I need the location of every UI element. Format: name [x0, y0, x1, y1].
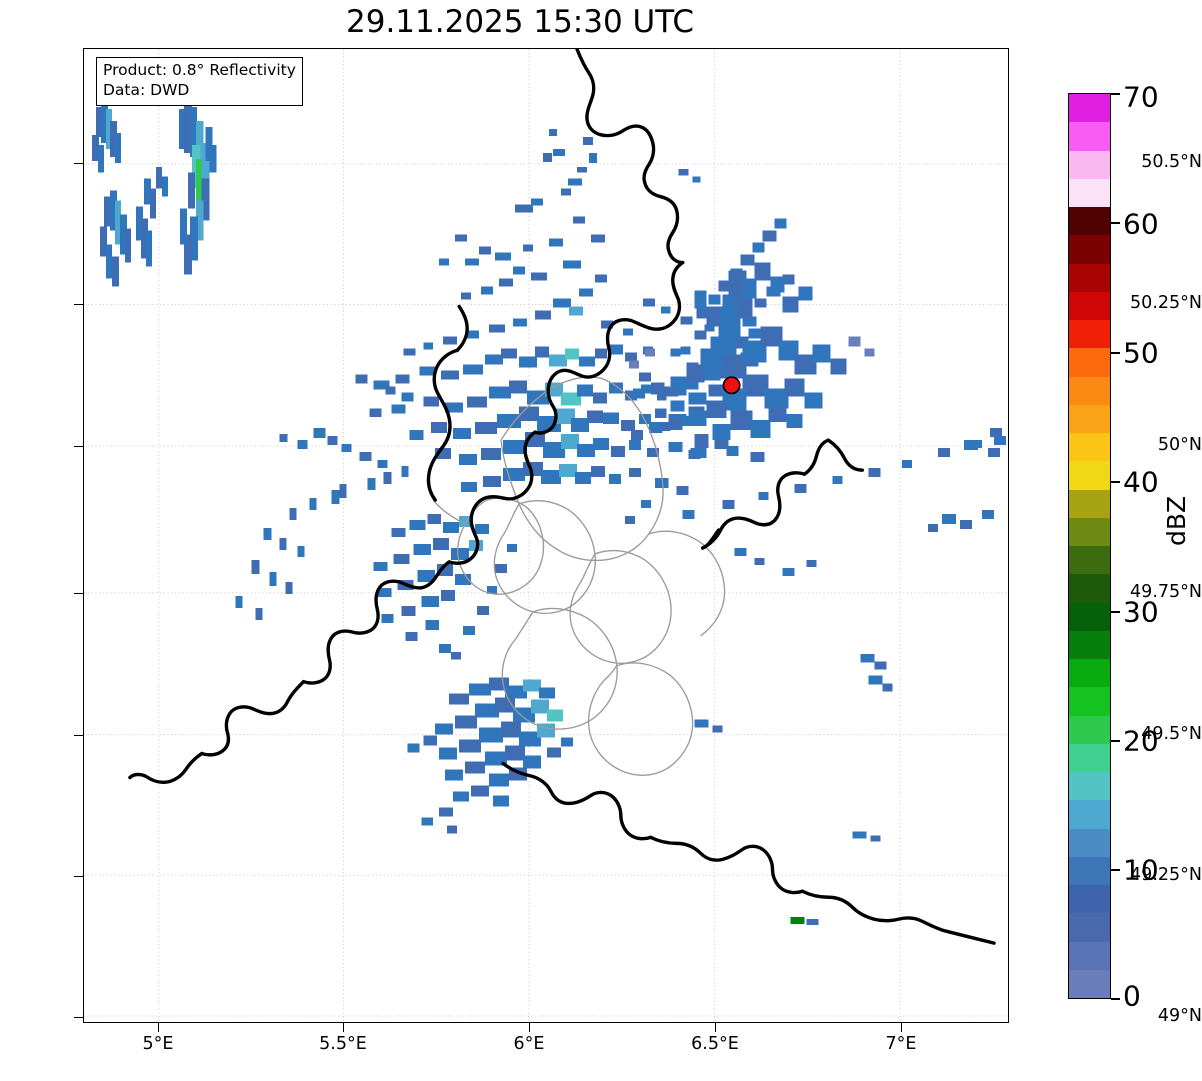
national-borders [128, 49, 996, 945]
colorbar-band-18 [1069, 602, 1110, 631]
colorbar-band-16 [1069, 546, 1110, 575]
colorbar-band-13 [1069, 461, 1110, 490]
y-tick-label-49-75: 49.75°N [1130, 582, 1202, 602]
colorbar-tick-mark [1111, 869, 1120, 871]
colorbar-band-14 [1069, 489, 1110, 518]
colorbar-band-6 [1069, 263, 1110, 292]
radar-site-marker[interactable] [722, 376, 741, 395]
y-tick-mark [74, 876, 83, 878]
y-tick-mark [74, 1017, 83, 1019]
colorbar-band-15 [1069, 517, 1110, 546]
y-tick-mark [74, 593, 83, 595]
data-source-line: Data: DWD [103, 80, 190, 99]
colorbar-band-2 [1069, 150, 1110, 179]
colorbar-band-20 [1069, 659, 1110, 688]
colorbar-band-26 [1069, 828, 1110, 857]
y-tick-mark [74, 304, 83, 306]
x-tick-mark [158, 1023, 160, 1032]
colorbar-tick-mark [1111, 481, 1120, 483]
colorbar-band-1 [1069, 122, 1110, 151]
x-tick-label-6-5e: 6.5°E [691, 1034, 739, 1054]
echo-radial-radar [628, 262, 875, 463]
page-title: 29.11.2025 15:30 UTC [346, 4, 694, 40]
colorbar-band-24 [1069, 772, 1110, 801]
map-canvas [84, 49, 1008, 1022]
colorbar-tick-label-0: 0 [1123, 979, 1141, 1013]
colorbar-band-0 [1069, 94, 1110, 123]
y-tick-label-50-25: 50.25°N [1130, 293, 1202, 313]
product-info-box: Product: 0.8° Reflectivity Data: DWD [96, 57, 303, 106]
colorbar-band-12 [1069, 433, 1110, 462]
x-tick-mark [715, 1023, 717, 1032]
colorbar-axis-label: dBZ [1162, 495, 1191, 546]
x-tick-mark [529, 1023, 531, 1032]
y-tick-label-49: 49°N [1157, 1006, 1202, 1026]
colorbar-tick-mark [1111, 611, 1120, 613]
colorbar-band-4 [1069, 207, 1110, 236]
colorbar-band-11 [1069, 404, 1110, 433]
colorbar-band-9 [1069, 348, 1110, 377]
y-tick-label-50-5: 50.5°N [1141, 152, 1202, 172]
map-plot-area[interactable]: Product: 0.8° Reflectivity Data: DWD [83, 48, 1009, 1023]
colorbar-band-28 [1069, 885, 1110, 914]
district-borders [432, 376, 726, 776]
colorbar-band-19 [1069, 630, 1110, 659]
x-tick-label-6e: 6°E [513, 1034, 545, 1054]
colorbar-band-10 [1069, 376, 1110, 405]
product-line: Product: 0.8° Reflectivity [103, 61, 296, 79]
echo-cluster-scattered [235, 168, 1007, 926]
x-tick-mark [343, 1023, 345, 1032]
colorbar-band-17 [1069, 574, 1110, 603]
colorbar-tick-label-40: 40 [1123, 465, 1159, 499]
x-tick-label-7e: 7°E [885, 1034, 917, 1054]
colorbar-band-8 [1069, 320, 1110, 349]
echo-cluster-main-north [279, 128, 731, 493]
colorbar-band-31 [1069, 969, 1110, 998]
colorbar-tick-label-20: 20 [1123, 724, 1159, 758]
x-tick-label-5e: 5°E [142, 1034, 174, 1054]
echo-cluster-west [373, 514, 518, 660]
colorbar[interactable] [1068, 93, 1111, 999]
y-tick-label-49-25: 49.25°N [1130, 865, 1202, 885]
colorbar-band-25 [1069, 800, 1110, 829]
colorbar-band-22 [1069, 715, 1110, 744]
colorbar-band-27 [1069, 856, 1110, 885]
colorbar-tick-label-30: 30 [1123, 595, 1159, 629]
y-tick-mark [74, 446, 83, 448]
colorbar-band-7 [1069, 291, 1110, 320]
radar-echo-layer [91, 96, 1007, 926]
y-tick-label-50: 50°N [1157, 435, 1202, 455]
colorbar-tick-mark [1111, 222, 1120, 224]
colorbar-band-23 [1069, 743, 1110, 772]
colorbar-band-29 [1069, 913, 1110, 942]
colorbar-tick-label-10: 10 [1123, 853, 1159, 887]
gridlines [84, 49, 1008, 1022]
colorbar-band-21 [1069, 687, 1110, 716]
echo-cluster-south [407, 677, 573, 834]
colorbar-band-30 [1069, 941, 1110, 970]
x-tick-mark [901, 1023, 903, 1032]
colorbar-tick-mark [1111, 998, 1120, 1000]
colorbar-tick-label-60: 60 [1123, 207, 1159, 241]
colorbar-tick-mark [1111, 352, 1120, 354]
colorbar-band-5 [1069, 235, 1110, 264]
y-tick-mark [74, 735, 83, 737]
x-tick-label-5-5e: 5.5°E [319, 1034, 367, 1054]
colorbar-tick-mark [1111, 93, 1120, 95]
y-tick-mark [74, 163, 83, 165]
echo-cluster-northwest [91, 96, 217, 287]
colorbar-tick-mark [1111, 740, 1120, 742]
colorbar-tick-label-70: 70 [1123, 80, 1159, 114]
colorbar-tick-label-50: 50 [1123, 336, 1159, 370]
y-tick-label-49-5: 49.5°N [1141, 724, 1202, 744]
colorbar-band-3 [1069, 178, 1110, 207]
